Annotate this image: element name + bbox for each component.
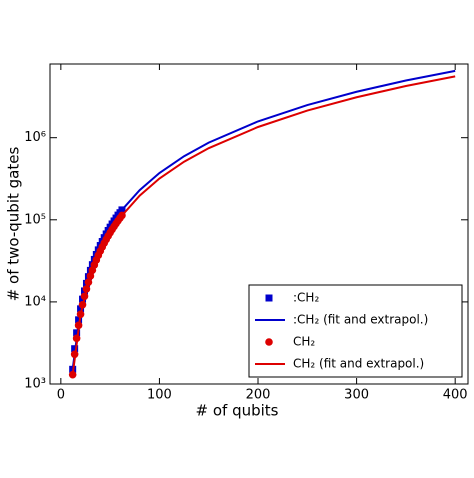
plot-frame <box>49 63 469 385</box>
y-tick-label: 10⁴ <box>24 294 46 309</box>
x-tick-label: 0 <box>57 388 65 403</box>
y-tick-label: 10⁵ <box>24 212 46 227</box>
x-tick-label: 200 <box>246 388 271 403</box>
x-tick-label: 400 <box>443 388 468 403</box>
legend-marker <box>265 338 273 346</box>
legend-box <box>248 284 463 378</box>
x-tick-label: 100 <box>147 388 172 403</box>
y-tick-label: 10³ <box>24 377 46 392</box>
legend-label: :CH₂ (fit and extrapol.) <box>293 313 428 327</box>
legend-label: :CH₂ <box>293 291 319 305</box>
marker <box>68 370 77 379</box>
y-tick-label: 10⁶ <box>24 130 46 145</box>
x-axis-label: # of qubits <box>196 402 279 420</box>
line <box>71 75 456 375</box>
legend-label: CH₂ (fit and extrapol.) <box>293 357 424 371</box>
legend-label: CH₂ <box>293 335 315 349</box>
y-axis-label: # of two-qubit gates <box>5 147 23 302</box>
x-tick-label: 300 <box>344 388 369 403</box>
legend-marker <box>265 294 273 302</box>
